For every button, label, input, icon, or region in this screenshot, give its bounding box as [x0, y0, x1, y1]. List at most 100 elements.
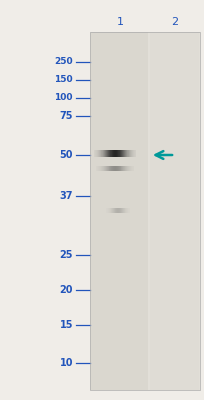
Bar — [98, 150, 99, 156]
Bar — [128, 150, 129, 156]
Bar — [114, 150, 115, 156]
Bar — [104, 166, 105, 170]
Bar — [107, 166, 108, 170]
Bar — [111, 166, 112, 170]
Bar — [106, 166, 107, 170]
Bar — [106, 208, 107, 212]
Bar — [131, 150, 132, 156]
Text: 75: 75 — [59, 111, 73, 121]
Bar — [109, 166, 110, 170]
Bar — [99, 150, 100, 156]
Bar — [121, 166, 122, 170]
Bar — [120, 208, 121, 212]
Bar — [131, 166, 132, 170]
Bar — [122, 208, 123, 212]
Text: 37: 37 — [59, 191, 73, 201]
Bar — [116, 208, 117, 212]
Bar — [111, 150, 112, 156]
Text: 150: 150 — [54, 76, 73, 84]
Bar — [90, 32, 199, 390]
Bar — [123, 150, 124, 156]
Bar — [114, 166, 115, 170]
Bar — [125, 208, 126, 212]
Bar — [95, 150, 96, 156]
Bar — [125, 166, 126, 170]
Bar — [107, 208, 108, 212]
Bar — [110, 208, 111, 212]
Bar — [116, 166, 117, 170]
Bar — [123, 166, 124, 170]
Text: 10: 10 — [59, 358, 73, 368]
Bar — [113, 166, 114, 170]
Bar — [97, 166, 98, 170]
Text: 25: 25 — [59, 250, 73, 260]
Bar — [132, 150, 133, 156]
Bar — [123, 208, 124, 212]
Text: 1: 1 — [116, 17, 123, 27]
Bar — [115, 208, 116, 212]
Bar — [149, 32, 198, 390]
Text: 250: 250 — [54, 58, 73, 66]
Bar — [130, 150, 131, 156]
Bar — [124, 150, 125, 156]
Bar — [117, 166, 118, 170]
Bar — [126, 166, 127, 170]
Bar — [108, 150, 109, 156]
Bar — [121, 208, 122, 212]
Bar — [118, 150, 119, 156]
Bar — [104, 150, 105, 156]
Text: 50: 50 — [59, 150, 73, 160]
Bar — [116, 150, 117, 156]
Bar — [119, 150, 120, 156]
Bar — [110, 166, 111, 170]
Bar — [96, 166, 97, 170]
Bar — [100, 166, 101, 170]
Bar — [118, 208, 119, 212]
Bar — [124, 208, 125, 212]
Bar — [129, 150, 130, 156]
Bar — [122, 166, 123, 170]
Bar — [133, 150, 134, 156]
Bar — [98, 166, 99, 170]
Bar — [118, 166, 119, 170]
Bar — [108, 166, 109, 170]
Text: 20: 20 — [59, 285, 73, 295]
Bar — [96, 150, 97, 156]
Bar — [129, 166, 130, 170]
Text: 2: 2 — [171, 17, 178, 27]
Bar — [99, 166, 100, 170]
Bar — [112, 208, 113, 212]
Bar — [103, 150, 104, 156]
Bar — [117, 150, 118, 156]
Bar — [110, 150, 111, 156]
Bar — [126, 150, 127, 156]
Text: 100: 100 — [54, 94, 73, 102]
Bar — [113, 150, 114, 156]
Bar — [101, 150, 102, 156]
Bar — [102, 166, 103, 170]
Bar — [103, 166, 104, 170]
Bar — [122, 150, 123, 156]
Bar — [125, 150, 126, 156]
Bar — [108, 208, 109, 212]
Bar — [107, 150, 108, 156]
Bar — [109, 150, 110, 156]
Bar — [105, 150, 106, 156]
Bar — [95, 166, 96, 170]
Bar — [119, 208, 120, 212]
Bar — [127, 208, 128, 212]
Bar — [120, 166, 121, 170]
Bar — [105, 208, 106, 212]
Text: 15: 15 — [59, 320, 73, 330]
Bar — [106, 150, 107, 156]
Bar — [132, 166, 133, 170]
Bar — [100, 150, 101, 156]
Bar — [126, 208, 127, 212]
Bar — [111, 208, 112, 212]
Bar — [128, 166, 129, 170]
Bar — [121, 150, 122, 156]
Bar — [127, 166, 128, 170]
Bar — [90, 32, 199, 390]
Bar — [109, 208, 110, 212]
Bar — [113, 208, 114, 212]
